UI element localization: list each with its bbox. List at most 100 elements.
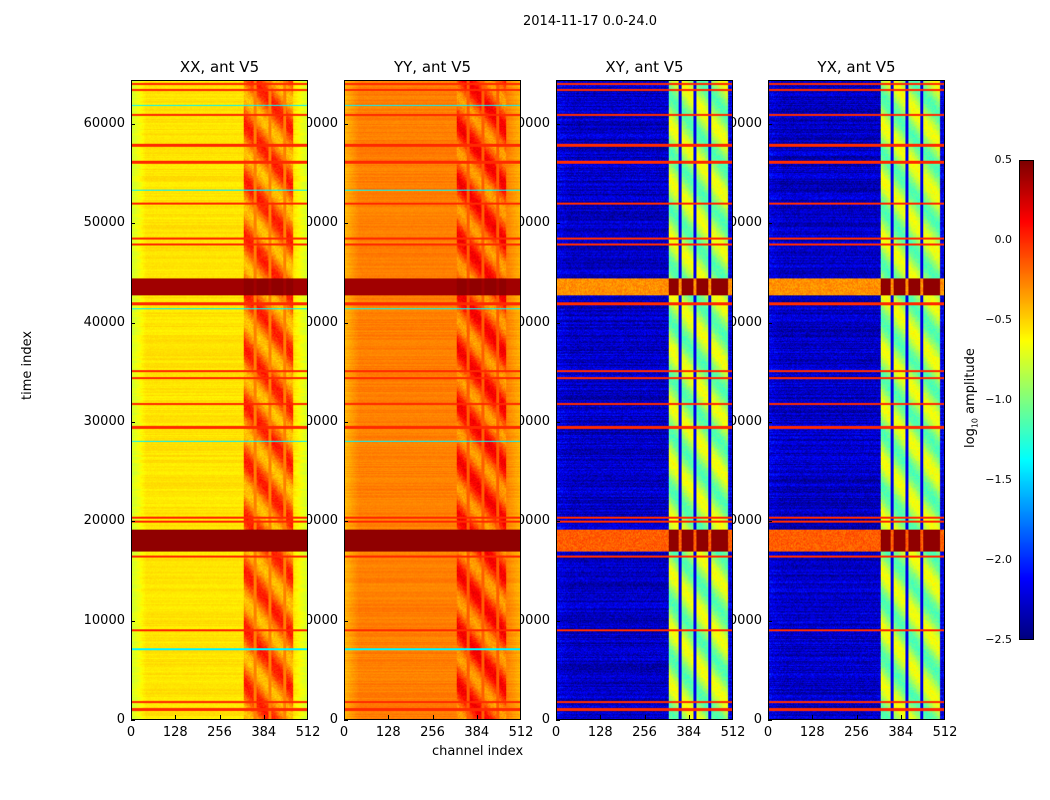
y-tick-label: 0 xyxy=(753,712,762,727)
y-tick-mark xyxy=(556,720,560,721)
y-tick-mark xyxy=(131,521,135,523)
colorbar-tick-label: −0.5 xyxy=(985,313,1012,326)
colorbar-label: log10 amplitude xyxy=(963,348,980,448)
y-tick-mark xyxy=(556,521,560,523)
x-tick-label: 512 xyxy=(932,725,958,740)
heatmap-0 xyxy=(131,80,308,720)
x-tick-mark xyxy=(219,715,221,719)
panel-title: XX, ant V5 xyxy=(179,58,260,76)
x-tick-mark xyxy=(812,715,814,719)
panel-2: XY, ant V5 0 128 256 384 512 xyxy=(552,58,746,740)
x-tick-label: 128 xyxy=(162,725,188,740)
x-tick-mark xyxy=(644,715,646,719)
y-tick-mark xyxy=(344,223,348,225)
y-tick-mark xyxy=(344,620,348,622)
x-tick-mark xyxy=(688,715,690,719)
x-tick-mark xyxy=(556,715,557,719)
y-tick-mark xyxy=(768,223,772,225)
x-tick-label: 0 xyxy=(763,725,773,740)
y-tick-label: 0 xyxy=(116,712,125,727)
x-tick-label: 128 xyxy=(375,725,401,740)
y-tick-mark xyxy=(768,422,772,424)
y-tick-mark xyxy=(556,620,560,622)
x-axis-label: channel index xyxy=(432,744,524,759)
y-tick-label: 40000 xyxy=(83,314,125,330)
y-tick-mark xyxy=(768,720,772,721)
colorbar-tick-label: −2.5 xyxy=(985,633,1012,646)
y-tick-label: 0 xyxy=(541,712,550,727)
panel-1: YY, ant V5 0 128 256 384 512 xyxy=(340,58,534,740)
colorbar-tick-label: −2.0 xyxy=(985,553,1012,566)
colorbar xyxy=(1019,160,1034,640)
panel-title: YY, ant V5 xyxy=(393,58,471,76)
y-tick-mark xyxy=(556,124,560,126)
heatmap-3 xyxy=(768,80,945,720)
y-tick-mark xyxy=(131,620,135,622)
x-tick-label: 384 xyxy=(464,725,490,740)
y-tick-mark xyxy=(344,422,348,424)
x-tick-label: 256 xyxy=(207,725,232,740)
heatmap-2 xyxy=(556,80,733,720)
x-tick-label: 512 xyxy=(295,725,321,740)
x-tick-label: 0 xyxy=(339,725,349,740)
y-tick-mark xyxy=(344,124,348,126)
y-tick-mark xyxy=(768,620,772,622)
y-tick-label: 60000 xyxy=(83,116,125,132)
y-tick-mark xyxy=(344,521,348,523)
y-tick-mark xyxy=(131,720,135,721)
x-tick-label: 0 xyxy=(126,725,136,740)
x-tick-label: 256 xyxy=(420,725,445,740)
x-tick-mark xyxy=(732,715,733,719)
y-tick-label: 10000 xyxy=(83,612,125,628)
x-tick-mark xyxy=(388,715,390,719)
y-tick-mark xyxy=(768,521,772,523)
colorbar-tick-label: −1.0 xyxy=(985,393,1012,406)
x-tick-label: 384 xyxy=(251,725,277,740)
x-tick-mark xyxy=(131,715,132,719)
y-axis-label: time index xyxy=(20,330,35,400)
y-tick-mark xyxy=(556,422,560,424)
x-tick-mark xyxy=(307,715,308,719)
x-tick-mark xyxy=(263,715,265,719)
y-tick-mark xyxy=(556,322,560,324)
x-tick-mark xyxy=(520,715,521,719)
x-tick-label: 256 xyxy=(632,725,657,740)
y-tick-mark xyxy=(768,322,772,324)
y-tick-label: 50000 xyxy=(83,215,125,231)
y-tick-mark xyxy=(768,124,772,126)
y-tick-mark xyxy=(556,223,560,225)
x-tick-label: 384 xyxy=(676,725,702,740)
colorbar-tick-label: 0.5 xyxy=(994,153,1013,166)
x-tick-label: 512 xyxy=(720,725,746,740)
panel-title: XY, ant V5 xyxy=(605,58,684,76)
x-tick-label: 128 xyxy=(799,725,825,740)
figure-title: 2014-11-17 0.0-24.0 xyxy=(523,14,657,29)
x-tick-mark xyxy=(476,715,478,719)
x-tick-label: 256 xyxy=(844,725,869,740)
x-tick-label: 384 xyxy=(888,725,914,740)
x-tick-mark xyxy=(600,715,602,719)
x-tick-mark xyxy=(900,715,902,719)
x-tick-label: 512 xyxy=(508,725,534,740)
y-tick-mark xyxy=(131,422,135,424)
colorbar-label-sub: 10 xyxy=(970,417,980,429)
x-tick-mark xyxy=(944,715,945,719)
x-tick-mark xyxy=(768,715,769,719)
y-tick-label: 20000 xyxy=(83,513,125,529)
heatmap-1 xyxy=(344,80,521,720)
y-tick-mark xyxy=(131,322,135,324)
x-tick-label: 128 xyxy=(587,725,613,740)
y-tick-label: 30000 xyxy=(83,414,125,430)
x-tick-label: 0 xyxy=(551,725,561,740)
panel-0: XX, ant V5 0 128 256 384 512 xyxy=(127,58,321,740)
colorbar-tick-label: 0.0 xyxy=(994,233,1013,246)
colorbar-label-log: log xyxy=(963,428,978,448)
x-tick-mark xyxy=(344,715,345,719)
panel-3: YX, ant V5 0 128 256 384 512 xyxy=(764,58,958,740)
panel-title: YX, ant V5 xyxy=(817,58,896,76)
colorbar-label-rest: amplitude xyxy=(963,348,978,418)
x-tick-mark xyxy=(856,715,858,719)
colorbar-tick-label: −1.5 xyxy=(985,473,1012,486)
y-tick-mark xyxy=(131,124,135,126)
